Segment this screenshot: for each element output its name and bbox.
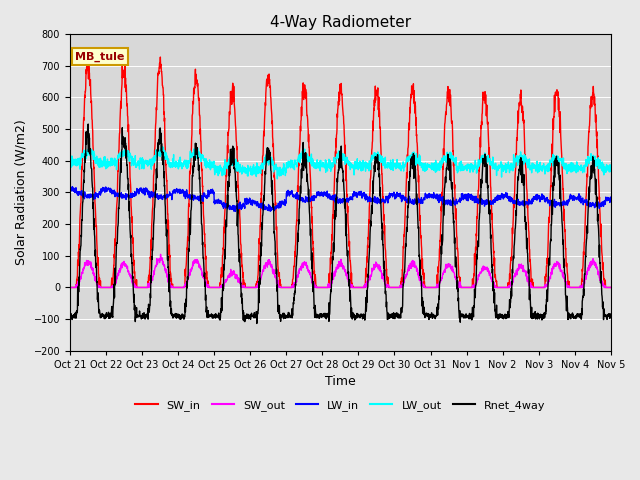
Text: MB_tule: MB_tule — [76, 51, 125, 61]
LW_in — [217, 200, 225, 206]
Line: LW_out: LW_out — [70, 146, 611, 179]
Line: LW_in: LW_in — [70, 187, 611, 211]
LW_out — [273, 176, 281, 181]
SW_out — [368, 270, 376, 276]
Line: Rnet_4way: Rnet_4way — [70, 124, 611, 324]
LW_in — [575, 197, 582, 203]
SW_in — [607, 285, 614, 290]
LW_out — [368, 152, 376, 158]
SW_in — [217, 272, 225, 278]
SW_in — [66, 285, 74, 290]
Rnet_4way — [66, 315, 74, 321]
LW_out — [575, 168, 582, 173]
LW_in — [559, 198, 567, 204]
SW_out — [217, 283, 225, 288]
LW_out — [559, 155, 567, 161]
Rnet_4way — [575, 312, 582, 318]
Rnet_4way — [607, 312, 614, 318]
SW_out — [157, 252, 164, 257]
LW_out — [217, 167, 225, 172]
Rnet_4way — [356, 313, 364, 319]
Rnet_4way — [217, 307, 225, 313]
Line: SW_in: SW_in — [70, 57, 611, 288]
SW_out — [498, 285, 506, 290]
Y-axis label: Solar Radiation (W/m2): Solar Radiation (W/m2) — [15, 120, 28, 265]
Rnet_4way — [559, 251, 567, 257]
Legend: SW_in, SW_out, LW_in, LW_out, Rnet_4way: SW_in, SW_out, LW_in, LW_out, Rnet_4way — [131, 395, 550, 415]
LW_out — [498, 161, 506, 167]
LW_out — [66, 162, 74, 168]
SW_in — [559, 186, 567, 192]
LW_out — [158, 144, 166, 149]
Title: 4-Way Radiometer: 4-Way Radiometer — [270, 15, 411, 30]
SW_in — [498, 285, 506, 290]
LW_in — [68, 184, 76, 190]
LW_in — [368, 198, 376, 204]
Rnet_4way — [253, 321, 260, 326]
Rnet_4way — [84, 121, 92, 127]
Rnet_4way — [498, 313, 506, 319]
SW_in — [157, 54, 164, 60]
SW_in — [356, 285, 364, 290]
X-axis label: Time: Time — [325, 375, 356, 388]
LW_out — [607, 163, 614, 168]
SW_out — [66, 285, 74, 290]
LW_in — [66, 186, 74, 192]
SW_out — [575, 285, 582, 290]
SW_out — [607, 285, 614, 290]
SW_in — [368, 147, 376, 153]
LW_in — [356, 192, 364, 197]
SW_out — [356, 285, 364, 290]
LW_out — [356, 166, 364, 171]
SW_out — [559, 275, 567, 280]
LW_in — [607, 196, 614, 202]
Line: SW_out: SW_out — [70, 254, 611, 288]
SW_in — [575, 285, 582, 290]
Rnet_4way — [368, 211, 376, 216]
LW_in — [498, 191, 506, 196]
LW_in — [232, 208, 239, 214]
